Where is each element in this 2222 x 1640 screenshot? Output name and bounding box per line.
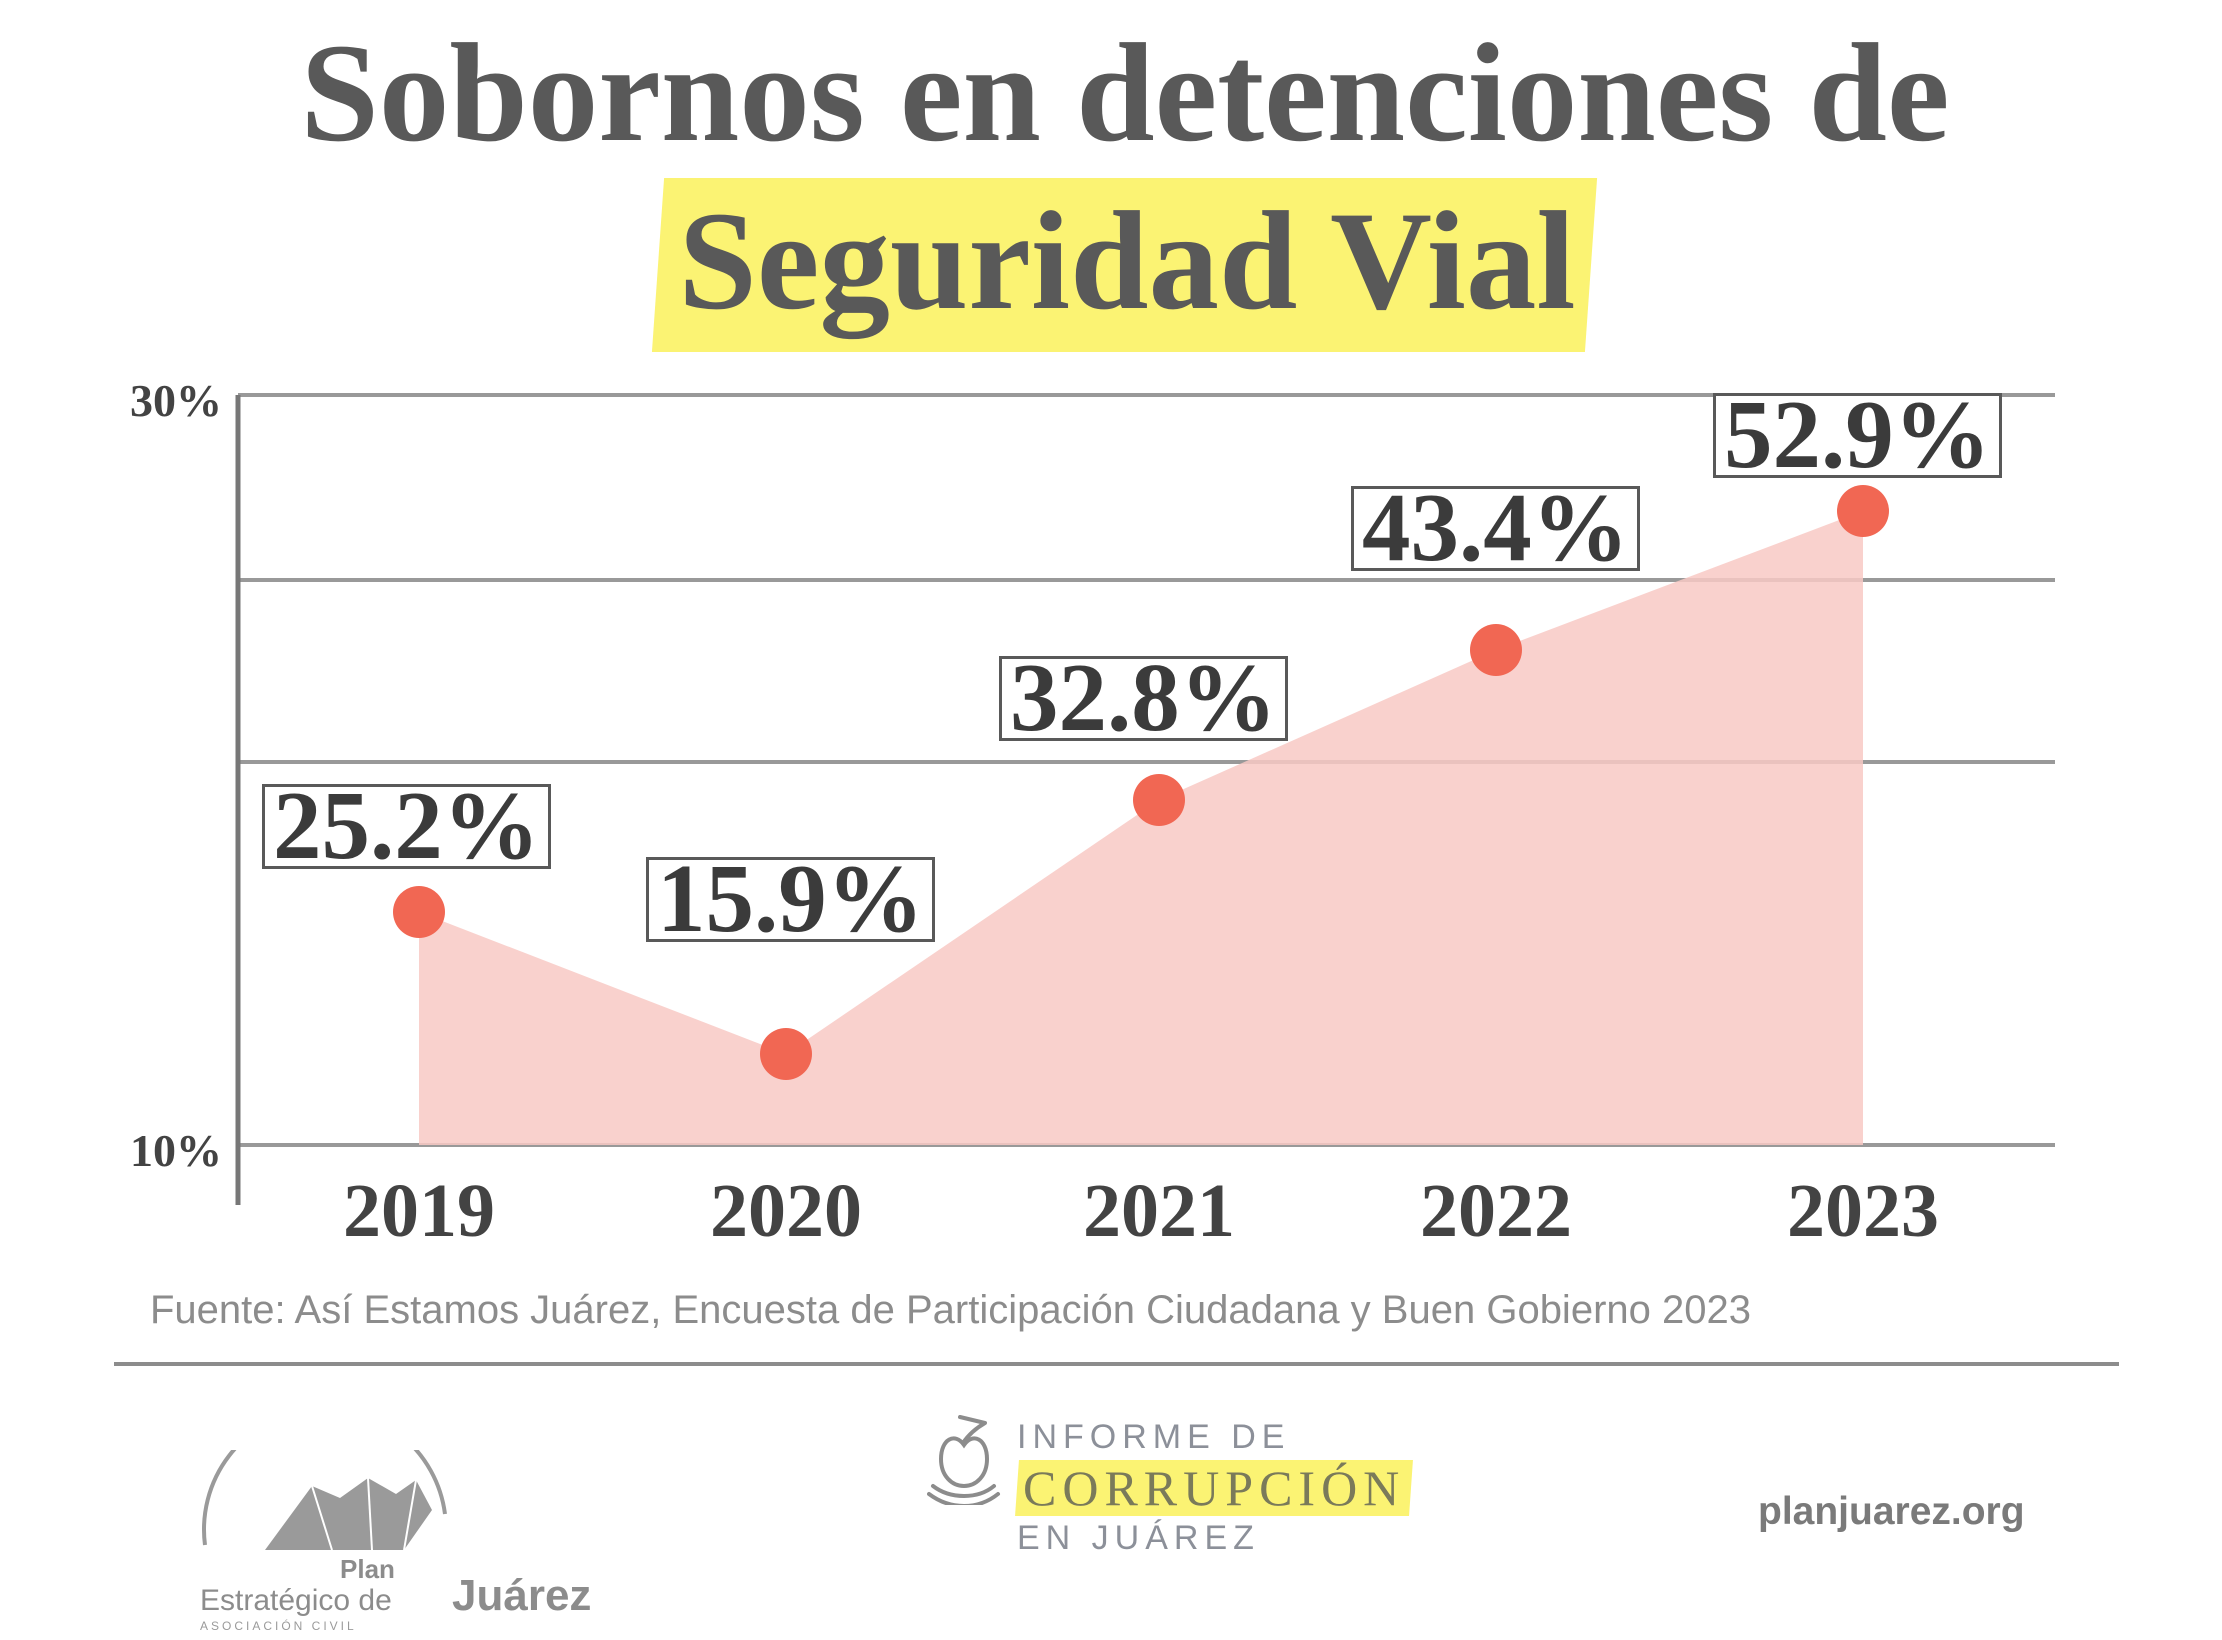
svg-text:Plan: Plan bbox=[340, 1554, 395, 1584]
svg-text:ASOCIACIÓN CIVIL: ASOCIACIÓN CIVIL bbox=[200, 1618, 357, 1633]
svg-text:Juárez: Juárez bbox=[452, 1571, 591, 1620]
svg-text:Estratégico de: Estratégico de bbox=[200, 1584, 392, 1617]
